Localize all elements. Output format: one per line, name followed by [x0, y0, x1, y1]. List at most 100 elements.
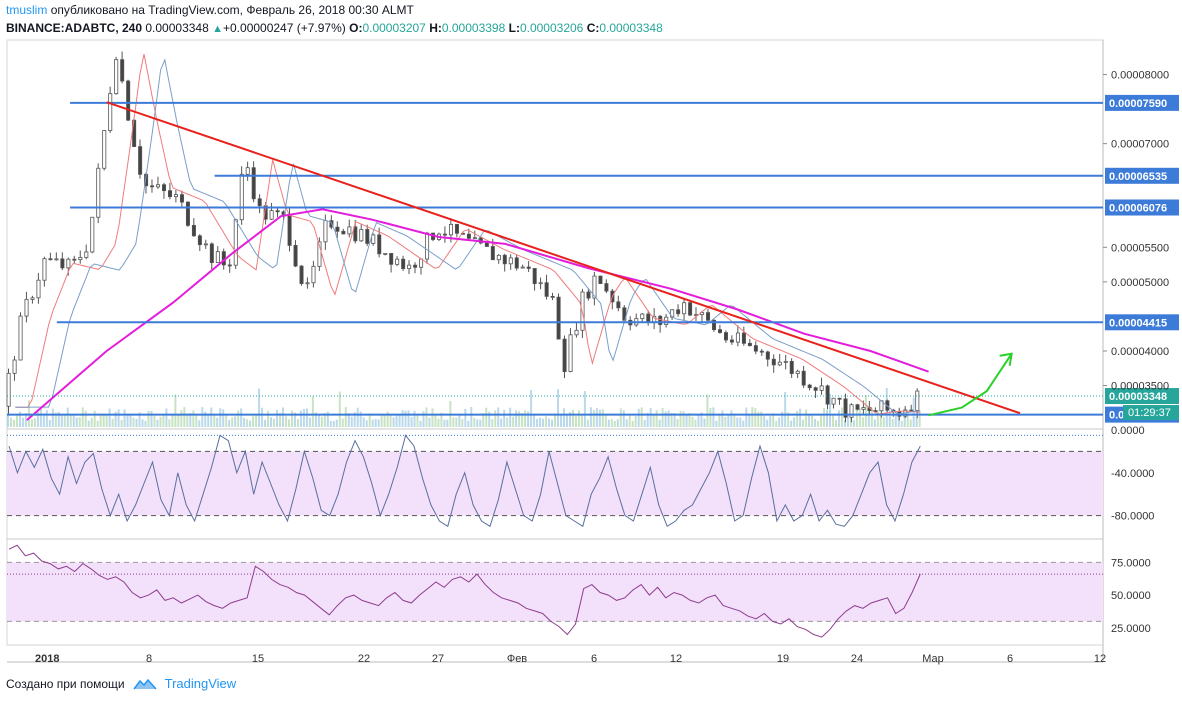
volume-bar — [69, 414, 72, 427]
legend-line: BINANCE:ADABTC, 240 0.00003348 ▲+0.00000… — [6, 21, 663, 35]
volume-bar — [9, 417, 12, 427]
volume-bar — [147, 410, 150, 427]
time-tick-label: 22 — [358, 653, 370, 665]
close-label: C: — [586, 21, 600, 35]
volume-bar — [162, 414, 165, 427]
candle-body — [502, 254, 507, 265]
candle-body — [598, 275, 603, 284]
candle-body — [670, 309, 675, 318]
candle-body — [849, 404, 854, 418]
candle-body — [203, 243, 208, 246]
candle-body — [658, 315, 663, 325]
volume-bar — [410, 417, 413, 427]
volume-bar — [826, 409, 829, 427]
volume-bar — [374, 418, 377, 427]
candle-body — [347, 226, 352, 235]
volume-bar — [724, 416, 727, 427]
volume-bar — [183, 407, 186, 427]
candle-body — [825, 385, 830, 405]
volume-bar — [299, 410, 302, 427]
oscillator-tick-label: 0.0000 — [1111, 425, 1145, 437]
volume-bar — [75, 417, 78, 427]
volume-bar — [141, 419, 144, 427]
countdown-label: 01:29:37 — [1128, 407, 1171, 419]
candle-body — [729, 339, 734, 343]
candle-body — [712, 319, 717, 331]
volume-bar — [697, 415, 700, 427]
candle-body — [682, 302, 687, 315]
volume-bar — [338, 391, 341, 427]
volume-bar — [820, 414, 823, 427]
tradingview-link[interactable]: TradingView — [164, 676, 237, 691]
volume-bar — [261, 407, 264, 427]
price-tick-label: 0.00005500 — [1111, 242, 1169, 254]
volume-bar — [434, 415, 437, 427]
candle-body — [556, 296, 561, 340]
volume-bar — [709, 407, 712, 427]
candle-body — [311, 265, 316, 284]
candle-body — [795, 370, 800, 374]
candle-body — [765, 351, 770, 360]
candle-body — [162, 184, 167, 192]
price-tick-label: 0.00005000 — [1111, 277, 1169, 289]
candle-body — [419, 258, 424, 268]
volume-bar — [545, 416, 548, 427]
current-price-tag — [1105, 388, 1179, 405]
volume-bar — [129, 414, 132, 427]
volume-bar — [479, 419, 482, 427]
volume-bar — [57, 411, 60, 427]
volume-bar — [742, 420, 745, 427]
volume-bar — [712, 407, 715, 427]
volume-bar — [855, 407, 858, 427]
volume-bar — [814, 419, 817, 427]
rsi-band — [7, 562, 1103, 622]
volume-bar — [416, 414, 419, 427]
candle-body — [6, 372, 11, 407]
volume-bar — [284, 416, 287, 427]
volume-bar — [506, 417, 509, 427]
volume-bar — [888, 410, 891, 427]
volume-bar — [745, 407, 748, 427]
volume-bar — [539, 417, 542, 427]
volume-bar — [769, 416, 772, 427]
candle-body — [359, 229, 364, 242]
candle-body — [490, 246, 495, 261]
volume-bar — [120, 419, 123, 427]
time-tick-label: 8 — [146, 653, 152, 665]
volume-bar — [861, 417, 864, 427]
change-value: +0.00000247 (+7.97%) — [223, 21, 346, 35]
volume-bar — [452, 417, 455, 427]
volume-bar — [482, 413, 485, 427]
volume-bar — [829, 393, 831, 427]
candle-body — [568, 334, 573, 372]
volume-bar — [840, 407, 843, 427]
volume-bar — [114, 411, 117, 427]
volume-bar — [802, 419, 805, 427]
oscillator-band — [7, 451, 1103, 516]
volume-bar — [790, 420, 793, 427]
volume-bar — [808, 414, 811, 427]
volume-bar — [267, 410, 270, 427]
volume-bar — [718, 414, 721, 427]
author-link[interactable]: tmuslim — [6, 3, 48, 17]
volume-bar — [817, 420, 820, 427]
volume-bar — [281, 407, 284, 427]
volume-bar — [595, 408, 598, 427]
volume-bar — [574, 416, 577, 427]
volume-bar — [252, 416, 255, 427]
volume-bar — [700, 412, 703, 427]
volume-bar — [497, 407, 500, 427]
volume-bar — [359, 411, 362, 427]
time-tick-label: 6 — [1007, 653, 1013, 665]
level-price-label: 0.00006535 — [1109, 171, 1167, 183]
candle-body — [78, 256, 83, 261]
level-price-label: 0.00006076 — [1109, 203, 1167, 215]
volume-bar — [667, 410, 670, 427]
volume-bar — [96, 420, 99, 427]
volume-bar — [912, 397, 915, 427]
volume-bar — [757, 411, 760, 427]
volume-bar — [353, 412, 356, 427]
volume-bar — [589, 407, 592, 427]
candle-body — [604, 283, 609, 292]
